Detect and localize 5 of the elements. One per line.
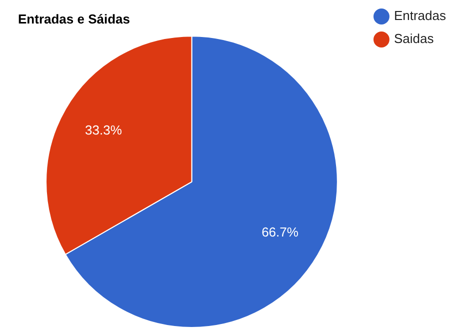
data-label: 33.3%: [85, 122, 122, 138]
legend-label: Saidas: [394, 31, 434, 46]
data-label: 66.7%: [262, 224, 299, 240]
chart-title: Entradas e Sáidas: [18, 11, 130, 26]
legend-label: Entradas: [394, 8, 446, 24]
